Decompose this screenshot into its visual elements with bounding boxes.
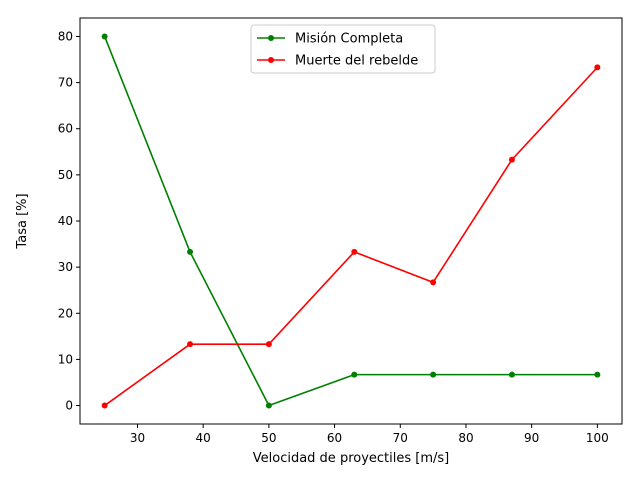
legend-marker (268, 57, 274, 63)
legend-frame (250, 24, 436, 74)
series-1 (101, 33, 601, 409)
data-point (508, 371, 515, 378)
legend-label: Misión Completa (295, 32, 403, 47)
y-axis: 0 10 20 30 40 50 60 70 80 (58, 29, 80, 413)
data-point (508, 156, 515, 163)
x-tick-label: 60 (327, 431, 342, 445)
x-tick-label: 40 (196, 431, 211, 445)
data-point (265, 402, 272, 409)
y-tick-label: 30 (58, 260, 73, 274)
data-point (351, 248, 358, 255)
y-tick-label: 0 (65, 399, 73, 413)
series-layer (101, 33, 601, 409)
data-point (430, 371, 437, 378)
series-line (104, 66, 598, 407)
legend-item: Misión Completa (257, 32, 403, 47)
y-tick-label: 10 (58, 352, 73, 366)
series-line (103, 36, 598, 407)
y-tick-label: 50 (58, 168, 73, 182)
data-point (594, 64, 601, 71)
x-axis-label: Velocidad de proyectiles [m/s] (253, 451, 449, 466)
legend-marker (268, 35, 274, 41)
y-tick-label: 80 (58, 29, 73, 43)
plot-area (79, 17, 623, 425)
data-point (265, 341, 272, 348)
y-tick-label: 60 (58, 122, 73, 136)
legend: Misión Completa Muerte del rebelde (250, 24, 436, 74)
series-2 (101, 64, 601, 409)
legend-item: Muerte del rebelde (257, 54, 418, 69)
data-point (187, 248, 194, 255)
x-tick-label: 100 (586, 431, 609, 445)
x-tick-label: 50 (261, 431, 276, 445)
x-tick-label: 90 (524, 431, 539, 445)
data-point (351, 371, 358, 378)
x-tick-label: 80 (458, 431, 473, 445)
data-point (101, 33, 108, 40)
y-tick-label: 20 (58, 306, 73, 320)
y-tick-label: 40 (58, 214, 73, 228)
x-axis: 30 40 50 60 70 80 90 100 (130, 424, 609, 445)
data-point (187, 341, 194, 348)
x-tick-label: 30 (130, 431, 145, 445)
data-point (101, 402, 108, 409)
y-axis-label: Tasa [%] (15, 193, 30, 249)
data-point (594, 371, 601, 378)
x-tick-label: 70 (393, 431, 408, 445)
y-tick-label: 70 (58, 76, 73, 90)
legend-label: Muerte del rebelde (295, 54, 418, 69)
data-point (430, 279, 437, 286)
